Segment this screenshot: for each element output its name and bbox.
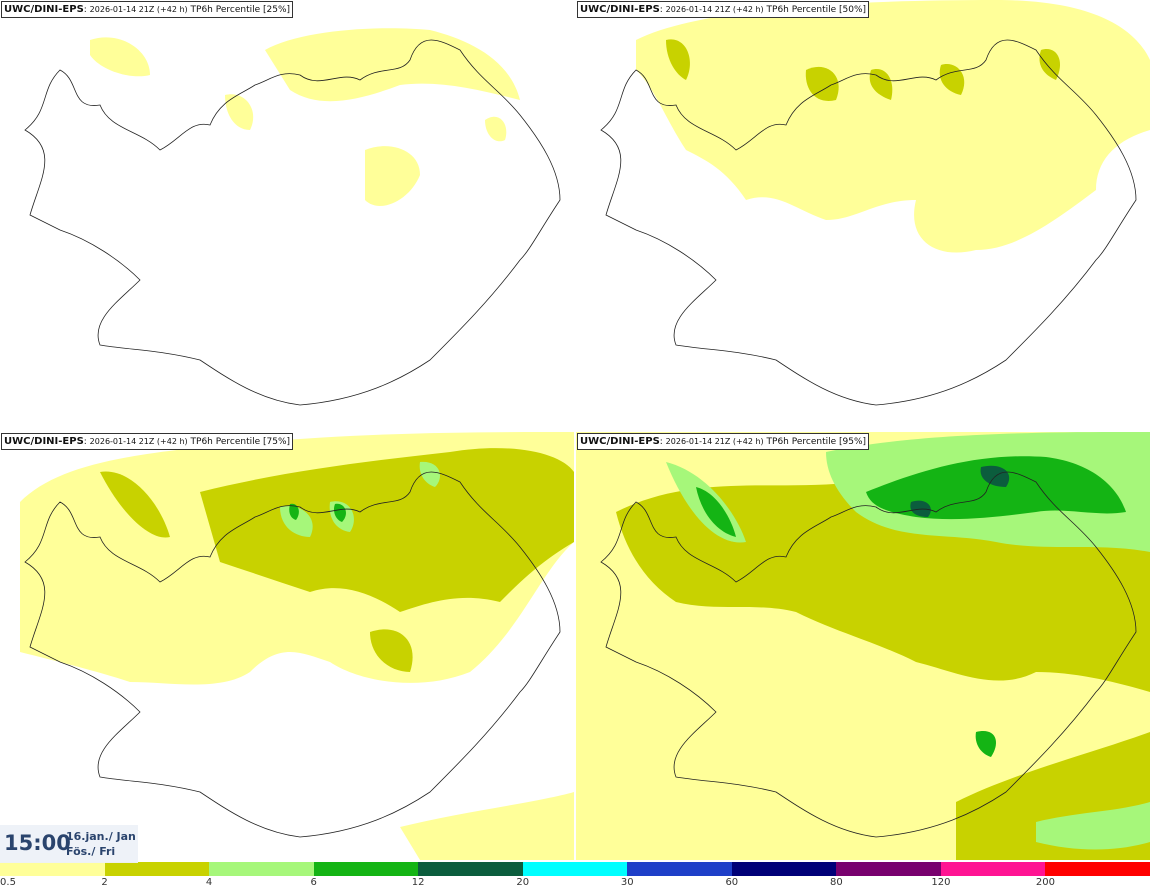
precipitation-map bbox=[24, 28, 561, 406]
legend-swatch bbox=[104, 862, 210, 876]
valid-time: 15:00 bbox=[4, 831, 71, 855]
legend-swatch bbox=[0, 862, 106, 876]
map-panel-50: UWC/DINI-EPS: 2026-01-14 21Z (+42 h) TP6… bbox=[576, 0, 1150, 428]
precipitation-map bbox=[600, 0, 1150, 406]
legend-swatch bbox=[627, 862, 733, 876]
legend-tick-label: 12 bbox=[411, 877, 425, 888]
legend-tick-label: 200 bbox=[1035, 877, 1055, 888]
legend-tick-label: 60 bbox=[725, 877, 739, 888]
iceland-outline bbox=[600, 39, 1137, 406]
valid-date: 16.jan./ Jan bbox=[66, 830, 136, 843]
legend-tick-label: 120 bbox=[931, 877, 951, 888]
legend-swatch bbox=[731, 862, 837, 876]
map-panel-75: UWC/DINI-EPS: 2026-01-14 21Z (+42 h) TP6… bbox=[0, 432, 574, 860]
iceland-outline bbox=[24, 39, 561, 406]
legend-tick-label: 4 bbox=[205, 877, 213, 888]
panel-title: UWC/DINI-EPS: 2026-01-14 21Z (+42 h) TP6… bbox=[577, 1, 870, 18]
iceland-outline bbox=[24, 471, 561, 838]
precipitation-map bbox=[20, 432, 574, 860]
legend-swatch bbox=[836, 862, 942, 876]
legend-swatch bbox=[209, 862, 315, 876]
iceland-outline bbox=[600, 471, 1137, 838]
legend-tick-label: 30 bbox=[620, 877, 634, 888]
panel-title: UWC/DINI-EPS: 2026-01-14 21Z (+42 h) TP6… bbox=[577, 433, 870, 450]
legend-swatch bbox=[313, 862, 419, 876]
legend-tick-label: 20 bbox=[516, 877, 530, 888]
legend-swatch bbox=[522, 862, 628, 876]
legend-swatch bbox=[1045, 862, 1150, 876]
legend-tick-label: 0.5 bbox=[0, 877, 16, 888]
valid-time-box: 15:00 16.jan./ Jan Fös./ Fri bbox=[0, 825, 138, 863]
panel-title: UWC/DINI-EPS: 2026-01-14 21Z (+42 h) TP6… bbox=[1, 433, 294, 450]
map-panel-25: UWC/DINI-EPS: 2026-01-14 21Z (+42 h) TP6… bbox=[0, 0, 574, 428]
legend-tick-label: 6 bbox=[310, 877, 317, 888]
color-legend: 0.5 2 4 6 12 20 30 60 80 120 200 bbox=[0, 862, 1150, 891]
legend-swatch bbox=[940, 862, 1046, 876]
valid-weekday: Fös./ Fri bbox=[66, 845, 116, 858]
precipitation-map bbox=[576, 432, 1150, 860]
legend-tick-label: 2 bbox=[101, 877, 108, 888]
map-panel-95: UWC/DINI-EPS: 2026-01-14 21Z (+42 h) TP6… bbox=[576, 432, 1150, 860]
legend-tick-label: 80 bbox=[829, 877, 843, 888]
panel-title: UWC/DINI-EPS: 2026-01-14 21Z (+42 h) TP6… bbox=[1, 1, 294, 18]
legend-swatch bbox=[418, 862, 524, 876]
